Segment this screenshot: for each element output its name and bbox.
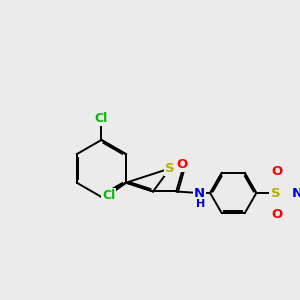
Text: O: O [177,158,188,171]
Text: H: H [196,199,206,209]
Text: Cl: Cl [95,112,108,125]
Text: N: N [292,187,300,200]
Text: O: O [272,165,283,178]
Text: S: S [271,187,281,200]
Text: S: S [165,162,175,175]
Text: N: N [194,187,205,200]
Text: O: O [272,208,283,221]
Text: Cl: Cl [102,189,115,202]
